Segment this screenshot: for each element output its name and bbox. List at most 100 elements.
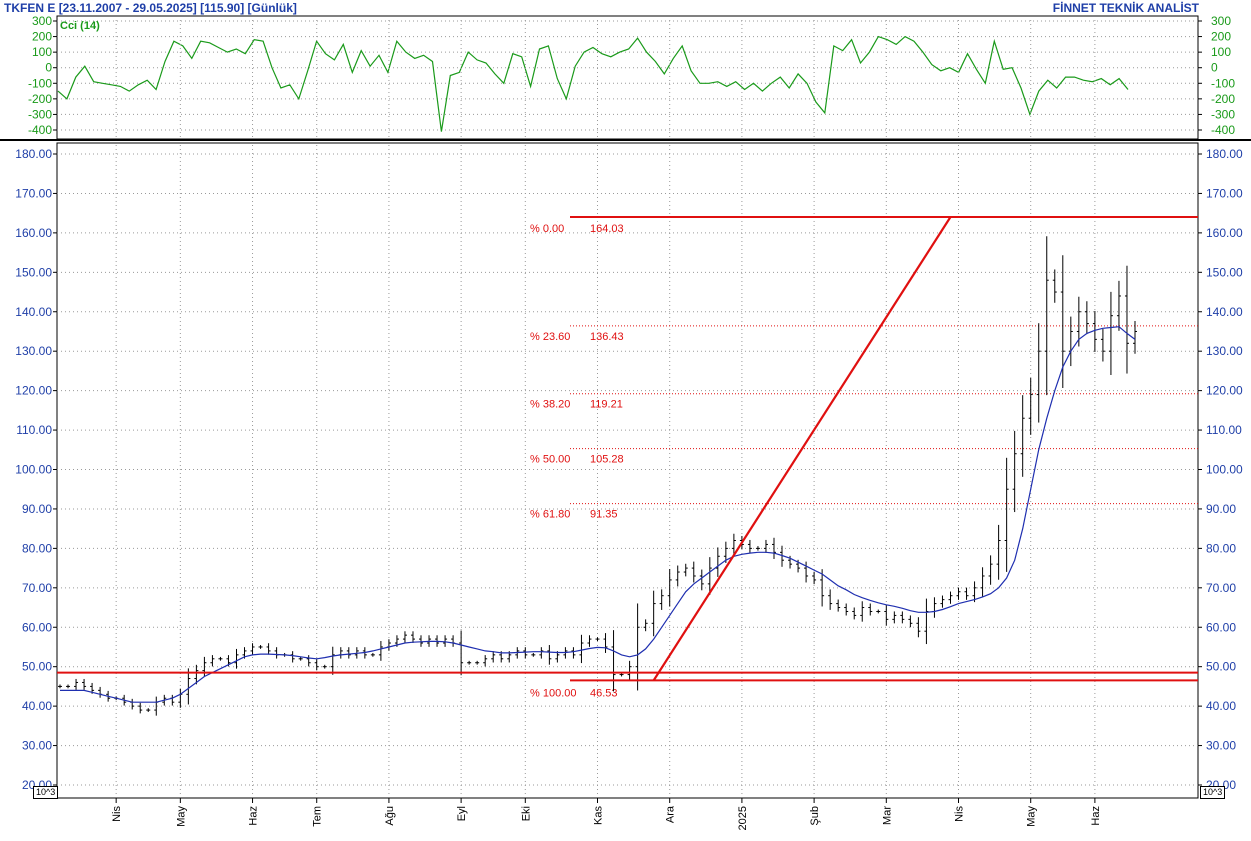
last-price-label: [115.90] [200, 1, 245, 15]
x-tick-label: Tem [312, 806, 324, 827]
cci-tick-label: 200 [32, 30, 52, 44]
price-tick-label: 180.00 [15, 147, 52, 161]
fib-level-label: % 100.00 [530, 687, 576, 699]
x-tick-label: Nis [954, 806, 966, 822]
fib-price-label: 119.21 [590, 399, 623, 411]
price-tick-label: 100.00 [15, 463, 52, 477]
x-tick-label: Ara [665, 805, 677, 823]
cci-tick-label: 0 [1211, 61, 1218, 75]
chart-frames [0, 15, 1251, 799]
cci-line [57, 35, 1129, 132]
fib-level-label: % 50.00 [530, 454, 570, 466]
cci-tick-label: -200 [1211, 92, 1235, 106]
cci-tick-label: -300 [1211, 107, 1235, 121]
price-tick-label: 70.00 [1206, 581, 1236, 595]
price-tick-label: 120.00 [15, 384, 52, 398]
date-range-label: [23.11.2007 - 29.05.2025] [58, 1, 197, 15]
symbol-label: TKFEN E [4, 1, 56, 15]
x-tick-label: Nis [111, 806, 123, 822]
price-tick-label: 120.00 [1206, 384, 1243, 398]
price-tick-label: 130.00 [1206, 344, 1243, 358]
price-tick-label: 40.00 [1206, 699, 1236, 713]
fib-level-label: % 61.80 [530, 509, 570, 521]
brand-label: FİNNET TEKNİK ANALİST [1052, 1, 1199, 15]
price-tick-label: 90.00 [1206, 502, 1236, 516]
cci-tick-label: 200 [1211, 30, 1231, 44]
price-tick-label: 170.00 [1206, 186, 1243, 200]
x-tick-label: May [1026, 806, 1038, 827]
price-tick-label: 150.00 [1206, 265, 1243, 279]
price-tick-label: 60.00 [22, 620, 52, 634]
cci-tick-label: 100 [1211, 45, 1231, 59]
price-tick-label: 110.00 [1206, 423, 1242, 437]
fib-price-label: 136.43 [590, 331, 624, 343]
price-tick-label: 180.00 [1206, 147, 1243, 161]
trend-lines [57, 215, 1198, 682]
price-tick-label: 30.00 [22, 739, 52, 753]
cci-tick-label: -400 [1211, 123, 1235, 137]
price-tick-label: 90.00 [22, 502, 52, 516]
fib-trendline [652, 216, 952, 681]
price-tick-label: 80.00 [1206, 541, 1236, 555]
price-axis-right: 180.00 170.00 160.00 150.00 140.00 130.00 120.… [1198, 147, 1243, 792]
x-tick-label: May [175, 806, 187, 827]
x-tick-label: Ağu [384, 806, 396, 826]
x-tick-label: Eki [520, 806, 532, 821]
moving-average [60, 326, 1136, 703]
price-tick-label: 50.00 [22, 660, 52, 674]
x-axis: Nis May Haz Tem Ağu Eyl Eki Kas Ara 2025 Şub Mar Nis… [111, 20, 1102, 830]
cci-tick-label: 300 [1211, 14, 1231, 28]
fib-price-label: 164.03 [590, 223, 624, 235]
x-tick-label: Eyl [456, 806, 468, 821]
cci-tick-label: -200 [28, 92, 52, 106]
x-tick-label: Şub [809, 806, 821, 826]
period-label: [Günlük] [247, 1, 297, 15]
price-tick-label: 100.00 [1206, 463, 1243, 477]
price-tick-label: 130.00 [15, 344, 52, 358]
cci-tick-label: -100 [1211, 76, 1235, 90]
cci-tick-label: -400 [28, 123, 52, 137]
price-tick-label: 160.00 [15, 226, 52, 240]
price-tick-label: 70.00 [22, 581, 52, 595]
x-tick-label: Haz [248, 806, 260, 826]
cci-tick-label: 100 [32, 45, 52, 59]
cci-series [57, 35, 1129, 132]
cci-tick-label: -100 [28, 76, 52, 90]
fib-level-label: % 38.20 [530, 399, 570, 411]
price-tick-label: 170.00 [15, 186, 52, 200]
price-tick-label: 110.00 [16, 423, 52, 437]
x-tick-label: Mar [881, 806, 893, 825]
ma-line [60, 326, 1136, 703]
price-tick-label: 160.00 [1206, 226, 1243, 240]
cci-tick-label: 0 [45, 61, 52, 75]
multiplier-badge-left: 10^3 [33, 786, 59, 799]
fib-level-label: % 0.00 [530, 223, 564, 235]
fib-price-label: 46.53 [590, 687, 618, 699]
price-tick-label: 150.00 [15, 265, 52, 279]
price-panel-frame [56, 142, 1199, 799]
multiplier-badge-right: 10^3 [1200, 786, 1226, 799]
fib-price-label: 105.28 [590, 454, 624, 466]
price-tick-label: 50.00 [1206, 660, 1236, 674]
cci-tick-label: 300 [32, 14, 52, 28]
cci-panel-frame [56, 15, 1199, 140]
price-tick-label: 80.00 [22, 541, 52, 555]
x-tick-label: Kas [593, 806, 605, 825]
fibonacci-levels: % 0.00 164.03 % 23.60 136.43 % 38.20 119.21 % … [530, 223, 1198, 699]
price-tick-label: 60.00 [1206, 620, 1236, 634]
chart-header: TKFEN E [23.11.2007 - 29.05.2025] [115.9… [4, 1, 297, 15]
fib-level-label: % 23.60 [530, 331, 570, 343]
cci-tick-label: -300 [28, 107, 52, 121]
price-tick-label: 140.00 [1206, 305, 1243, 319]
price-tick-label: 40.00 [22, 699, 52, 713]
cci-indicator-label: Cci (14) [60, 20, 100, 32]
x-tick-label: Haz [1090, 806, 1102, 826]
price-tick-label: 140.00 [15, 305, 52, 319]
fib-price-label: 91.35 [590, 509, 618, 521]
x-tick-label: 2025 [737, 806, 749, 830]
price-axis-left: 180.00 170.00 160.00 150.00 140.00 130.00 120.… [15, 147, 57, 792]
price-tick-label: 30.00 [1206, 739, 1236, 753]
